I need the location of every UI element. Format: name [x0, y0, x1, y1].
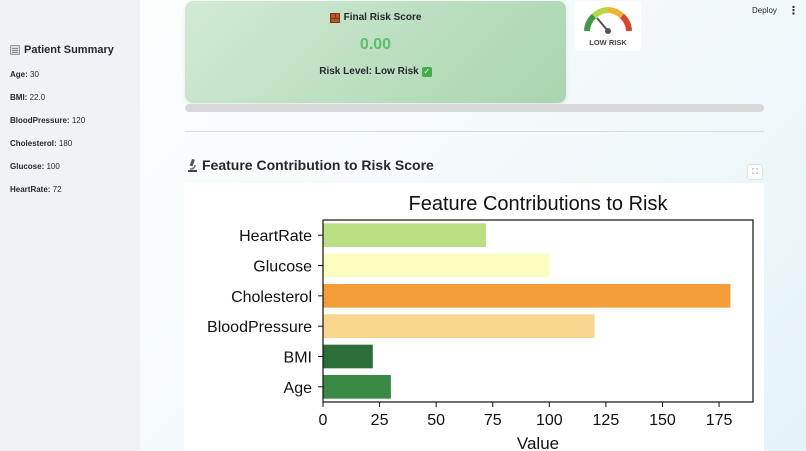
x-axis-label: Value	[517, 434, 559, 451]
chart-title: Feature Contributions to Risk	[408, 193, 668, 215]
risk-card-title-text: Final Risk Score	[343, 12, 422, 23]
feature-contribution-chart: Feature Contributions to Risk HeartRate Gl…	[184, 183, 764, 451]
sidebar-title-text: Patient Summary	[24, 44, 114, 56]
final-risk-card: Final Risk Score 0.00 Risk Level: Low Ri…	[185, 1, 566, 103]
bar-glucose	[323, 253, 550, 278]
patient-summary-list: Age: 30 BMI: 22.0 BloodPressure: 120 Choles…	[10, 70, 140, 208]
bar-cholesterol	[323, 284, 731, 308]
y-tick-label: BMI	[284, 350, 312, 367]
summary-value: 72	[52, 185, 62, 194]
sidebar: Patient Summary Age: 30 BMI: 22.0 BloodPre…	[0, 0, 140, 451]
summary-value: 22.0	[29, 93, 46, 102]
section-divider	[185, 131, 764, 132]
x-tick-label: 150	[649, 412, 676, 429]
summary-value: 100	[46, 162, 60, 171]
kebab-icon[interactable]: ⋮	[788, 5, 799, 17]
summary-value: 120	[71, 116, 86, 125]
summary-value: 30	[30, 70, 39, 79]
x-tick-label: 75	[484, 412, 502, 429]
deploy-button[interactable]: Deploy	[752, 6, 777, 15]
bar-bmi	[323, 344, 373, 369]
risk-gauge-icon: LOW RISK	[584, 7, 632, 47]
brick-icon	[329, 12, 340, 23]
gauge-label: LOW RISK	[589, 38, 627, 47]
x-tick-label: 0	[319, 412, 328, 429]
summary-item-heartrate: HeartRate: 72	[10, 185, 140, 208]
summary-label: BMI:	[10, 93, 28, 102]
x-tick-label: 50	[427, 412, 445, 429]
risk-score-value: 0.00	[359, 36, 392, 53]
summary-label: Age:	[10, 70, 28, 79]
risk-level-text: Risk Level: Low Risk	[319, 66, 419, 77]
summary-item-cholesterol: Cholesterol: 180	[10, 139, 140, 162]
check-icon: ✓	[421, 66, 432, 77]
y-tick-label: Cholesterol	[231, 289, 312, 306]
summary-label: Cholesterol:	[10, 139, 57, 148]
y-tick-label: Glucose	[253, 259, 312, 276]
summary-item-bmi: BMI: 22.0	[10, 93, 140, 116]
risk-level: Risk Level: Low Risk ✓	[185, 66, 566, 77]
summary-item-glucose: Glucose: 100	[10, 162, 140, 185]
risk-card-title: Final Risk Score	[185, 12, 566, 23]
sidebar-title: Patient Summary	[10, 44, 140, 56]
plot-frame	[322, 219, 754, 403]
summary-label: Glucose:	[10, 162, 45, 171]
summary-label: HeartRate:	[10, 185, 51, 194]
bar-chart-svg: Feature Contributions to Risk HeartRate Gl…	[207, 193, 754, 451]
microscope-icon	[188, 158, 197, 172]
x-tick-label: 175	[706, 412, 733, 429]
section-title: Feature Contribution to Risk Score	[186, 157, 434, 173]
x-tick-label: 25	[371, 412, 389, 429]
clipboard-icon	[10, 45, 20, 55]
x-tick-label: 100	[536, 412, 563, 429]
bar-bloodpressure	[323, 314, 595, 338]
fullscreen-button[interactable]: ⛶	[747, 164, 763, 180]
y-tick-label: Age	[284, 380, 313, 397]
summary-item-bloodpressure: BloodPressure: 120	[10, 116, 140, 139]
summary-value: 180	[58, 139, 73, 148]
y-tick-label: HeartRate	[239, 228, 312, 245]
x-tick-label: 125	[593, 412, 620, 429]
summary-item-age: Age: 30	[10, 70, 140, 93]
bar-heartrate	[323, 223, 486, 247]
y-tick-label: BloodPressure	[207, 319, 312, 336]
bar-age	[323, 375, 391, 399]
risk-progress-bar	[185, 104, 764, 112]
summary-label: BloodPressure:	[10, 116, 70, 125]
risk-gauge-image: LOW RISK	[575, 1, 641, 51]
section-title-text: Feature Contribution to Risk Score	[202, 157, 434, 173]
